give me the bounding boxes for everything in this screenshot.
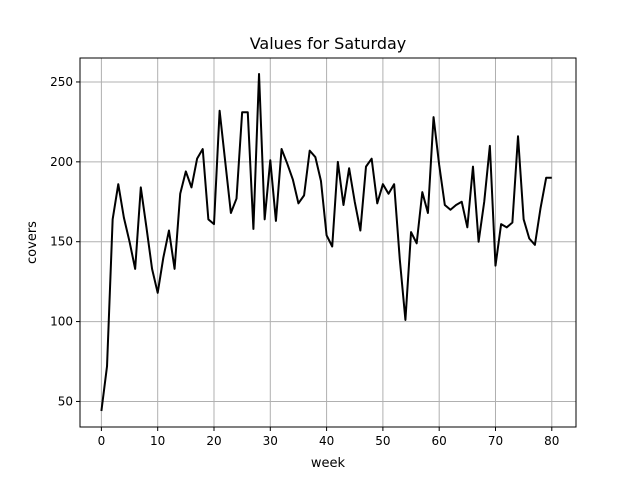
- y-tick-label: 150: [50, 235, 73, 249]
- y-tick-label: 200: [50, 155, 73, 169]
- y-axis-label: covers: [25, 221, 40, 264]
- series-line: [100, 72, 552, 412]
- chart-title: Values for Saturday: [250, 34, 407, 53]
- plot-frame: [79, 57, 577, 428]
- x-tick-label: 30: [263, 434, 278, 448]
- grid-lines: [80, 58, 576, 427]
- x-tick-label: 50: [375, 434, 390, 448]
- x-tick-label: 80: [544, 434, 559, 448]
- x-tick-label: 20: [206, 434, 221, 448]
- x-tick-label: 40: [319, 434, 334, 448]
- axis-ticks: 0 10 20 30 40 50 60 70 80 50 100 150 200 250: [50, 75, 559, 448]
- y-tick-label: 50: [58, 394, 73, 408]
- y-tick-label: 100: [50, 315, 73, 329]
- x-tick-label: 0: [98, 434, 106, 448]
- x-tick-label: 70: [488, 434, 503, 448]
- x-tick-label: 60: [432, 434, 447, 448]
- x-tick-label: 10: [150, 434, 165, 448]
- y-tick-label: 250: [50, 75, 73, 89]
- series-group: [100, 72, 552, 412]
- x-axis-label: week: [311, 456, 346, 471]
